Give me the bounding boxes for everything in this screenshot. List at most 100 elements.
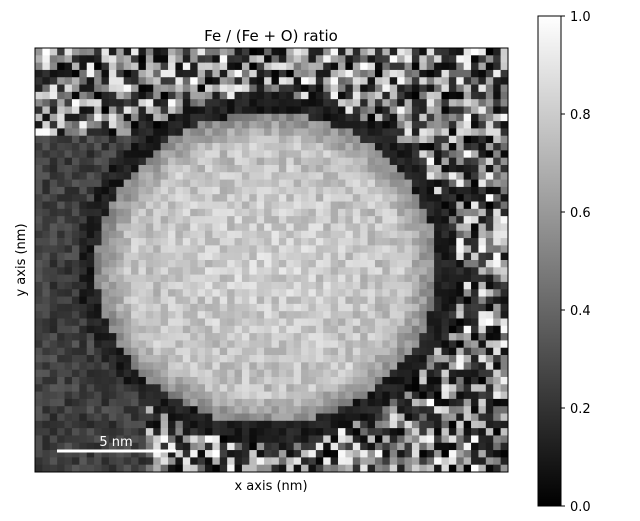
heatmap-cell [478,201,487,210]
heatmap-cell [227,164,235,173]
heatmap-cell [71,157,80,166]
heatmap-cell [212,428,221,436]
heatmap-cell [168,201,176,210]
heatmap-cell [315,164,324,173]
heatmap-cell [197,289,206,297]
heatmap-cell [42,194,51,202]
heatmap-cell [264,457,272,466]
heatmap-cell [86,384,95,392]
heatmap-cell [116,194,125,202]
heatmap-cell [116,186,125,195]
heatmap-cell [42,106,51,115]
heatmap-cell [123,201,132,210]
heatmap-cell [108,252,117,261]
heatmap-cell [197,303,206,312]
heatmap-cell [456,208,465,217]
heatmap-cell [219,230,228,239]
heatmap-cell [197,143,206,151]
heatmap-cell [219,194,228,202]
heatmap-cell [138,157,147,166]
heatmap-cell [485,406,494,414]
heatmap-cell [478,99,487,107]
heatmap-cell [57,113,65,122]
heatmap-cell [493,69,502,78]
heatmap-cell [271,347,280,356]
heatmap-cell [286,106,295,115]
heatmap-cell [264,128,272,137]
heatmap-cell [419,252,428,261]
heatmap-cell [212,435,221,444]
heatmap-cell [441,311,450,319]
heatmap-cell [204,121,213,129]
heatmap-cell [360,311,368,319]
heatmap-cell [138,376,147,385]
heatmap-cell [500,164,509,173]
heatmap-cell [175,201,184,210]
heatmap-cell [315,376,324,385]
heatmap-cell [116,245,125,254]
heatmap-cell [108,296,117,305]
heatmap-cell [301,245,309,254]
heatmap-cell [397,442,405,451]
heatmap-cell [286,267,295,276]
heatmap-cell [190,238,198,246]
heatmap-cell [293,157,302,166]
heatmap-cell [374,216,383,224]
heatmap-cell [345,406,354,414]
heatmap-cell [264,252,272,261]
heatmap-cell [35,230,43,239]
heatmap-cell [249,179,258,188]
heatmap-cell [500,252,509,261]
heatmap-cell [42,238,51,246]
heatmap-cell [448,303,457,312]
heatmap-cell [448,413,457,422]
heatmap-cell [485,347,494,356]
heatmap-cell [249,186,258,195]
heatmap-cell [367,442,376,451]
heatmap-cell [138,318,147,327]
heatmap-cell [286,281,295,290]
heatmap-cell [138,150,147,159]
heatmap-cell [123,245,132,254]
heatmap-cell [448,362,457,371]
heatmap-cell [57,84,65,93]
heatmap-cell [315,113,324,122]
heatmap-cell [219,362,228,371]
heatmap-cell [49,391,58,400]
heatmap-cell [374,238,383,246]
heatmap-cell [338,69,346,78]
heatmap-cell [456,355,465,363]
heatmap-cell [493,457,502,466]
heatmap-cell [271,99,280,107]
heatmap-cell [404,84,413,93]
heatmap-cell [382,55,391,64]
heatmap-cell [441,303,450,312]
heatmap-cell [219,113,228,122]
heatmap-cell [308,318,317,327]
heatmap-cell [397,216,405,224]
heatmap-cell [138,172,147,180]
heatmap-cell [345,106,354,115]
heatmap-cell [264,245,272,254]
heatmap-cell [426,150,435,159]
heatmap-cell [360,398,368,407]
heatmap-cell [94,84,102,93]
heatmap-cell [256,62,265,71]
heatmap-cell [57,442,65,451]
heatmap-cell [197,333,206,341]
heatmap-cell [79,91,88,100]
heatmap-cell [419,442,428,451]
heatmap-cell [278,347,287,356]
heatmap-cell [500,355,509,363]
heatmap-cell [278,91,287,100]
heatmap-cell [175,281,184,290]
heatmap-cell [493,245,502,254]
heatmap-cell [197,128,206,137]
heatmap-cell [212,164,221,173]
heatmap-cell [271,384,280,392]
heatmap-cell [308,340,317,349]
heatmap-cell [352,201,361,210]
heatmap-cell [434,457,442,466]
heatmap-cell [249,340,258,349]
heatmap-cell [478,340,487,349]
